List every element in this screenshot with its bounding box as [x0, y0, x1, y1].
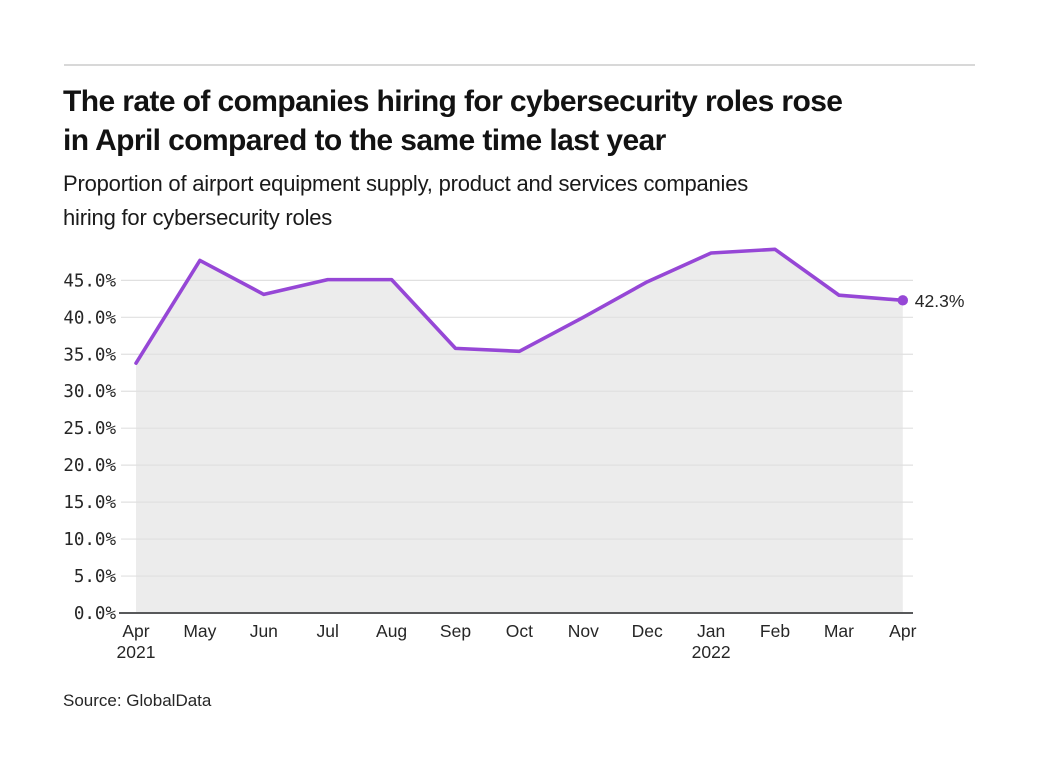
y-tick-label: 15.0% — [63, 493, 116, 513]
x-year-label: 2021 — [117, 642, 156, 662]
header-divider — [64, 64, 975, 66]
x-tick-label: Jan — [697, 621, 725, 641]
x-year-label: 2022 — [692, 642, 731, 662]
x-tick-label: Dec — [632, 621, 663, 641]
series-line — [134, 247, 905, 365]
x-tick-label: Jul — [317, 621, 339, 641]
y-tick-label: 45.0% — [63, 271, 116, 291]
chart-subtitle-line-2: hiring for cybersecurity roles — [63, 205, 333, 230]
line-chart: 0.0% 5.0% 10.0% 15.0% 20.0% 25.0% 30.0% 35.0% 40… — [63, 247, 965, 662]
y-tick-label: 5.0% — [74, 567, 117, 587]
x-tick-label: Apr — [122, 621, 149, 641]
chart-title: The rate of companies hiring for cyberse… — [63, 82, 843, 160]
x-tick-label: Sep — [440, 621, 471, 641]
chart-subtitle: Proportion of airport equipment supply, … — [63, 167, 748, 235]
series-area-fill — [136, 249, 903, 613]
x-tick-label: Aug — [376, 621, 407, 641]
y-tick-label: 25.0% — [63, 419, 116, 439]
y-tick-label: 0.0% — [74, 604, 117, 624]
chart-subtitle-line-1: Proportion of airport equipment supply, … — [63, 171, 749, 196]
x-tick-label: May — [183, 621, 216, 641]
x-tick-label: Mar — [824, 621, 854, 641]
x-tick-label: Apr — [889, 621, 916, 641]
y-tick-label: 20.0% — [63, 456, 116, 476]
x-tick-label: Nov — [568, 621, 599, 641]
y-tick-label: 10.0% — [63, 530, 116, 550]
x-tick-label: Oct — [506, 621, 533, 641]
y-tick-label: 35.0% — [63, 345, 116, 365]
y-tick-label: 30.0% — [63, 382, 116, 402]
chart-title-line-1: The rate of companies hiring for cyberse… — [63, 85, 843, 118]
end-value-label: 42.3% — [915, 291, 965, 311]
x-tick-label: Jun — [250, 621, 278, 641]
end-point-marker — [897, 295, 908, 306]
y-tick-label: 40.0% — [63, 308, 116, 328]
x-tick-label: Feb — [760, 621, 790, 641]
source-attribution: Source: GlobalData — [63, 691, 212, 710]
chart-title-line-2: in April compared to the same time last … — [63, 124, 666, 157]
